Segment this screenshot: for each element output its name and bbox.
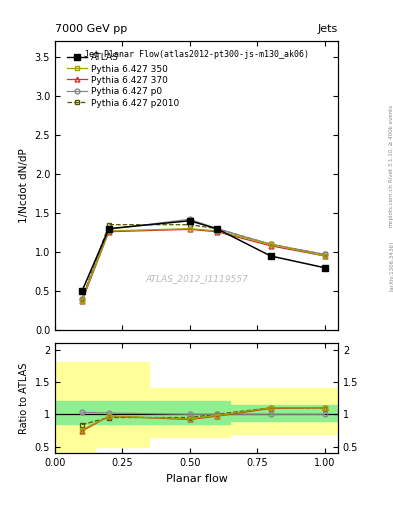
Text: Jet Planar Flow(atlas2012-pt300-js-m130_ak06): Jet Planar Flow(atlas2012-pt300-js-m130_…: [84, 50, 309, 59]
Text: 7000 GeV pp: 7000 GeV pp: [55, 24, 127, 34]
Y-axis label: Ratio to ATLAS: Ratio to ATLAS: [19, 362, 29, 434]
Text: mcplots.cern.ch: mcplots.cern.ch: [389, 183, 393, 227]
Text: [arXiv:1306.3436]: [arXiv:1306.3436]: [389, 241, 393, 291]
Text: Jets: Jets: [318, 24, 338, 34]
Y-axis label: 1/Ncdot dN/dP: 1/Ncdot dN/dP: [19, 148, 29, 223]
Text: ATLAS_2012_I1119557: ATLAS_2012_I1119557: [145, 274, 248, 283]
Legend: ATLAS, Pythia 6.427 350, Pythia 6.427 370, Pythia 6.427 p0, Pythia 6.427 p2010: ATLAS, Pythia 6.427 350, Pythia 6.427 37…: [65, 51, 182, 110]
Text: Rivet 3.1.10, ≥ 400k events: Rivet 3.1.10, ≥ 400k events: [389, 105, 393, 182]
X-axis label: Planar flow: Planar flow: [165, 474, 228, 483]
